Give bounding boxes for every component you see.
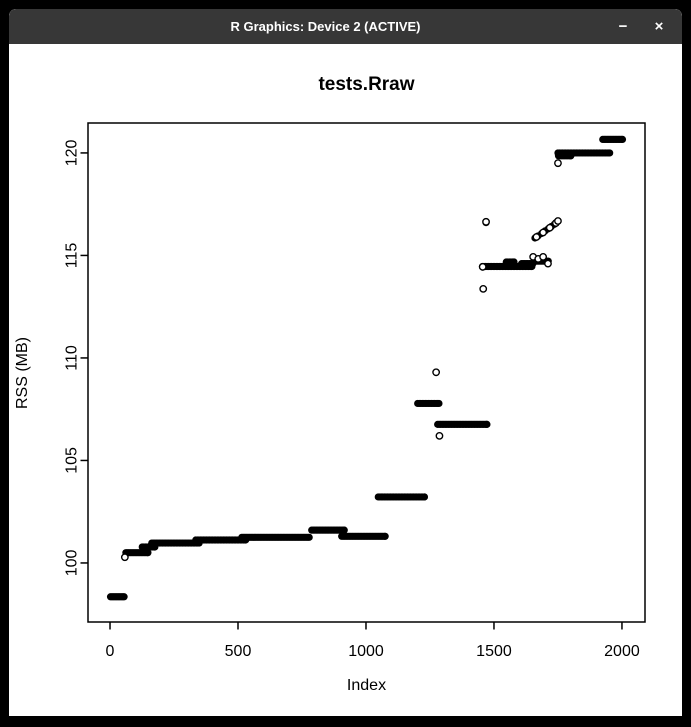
data-point [120,593,128,601]
plot-canvas: tests.Rraw 0 500 1000 1500 2000 100 105 110 115 1… [9,44,682,716]
r-graphics-window: R Graphics: Device 2 (ACTIVE) − × tests.… [9,9,682,716]
y-tick-label: 115 [64,243,81,269]
data-point-open [435,431,444,440]
data-point [618,135,627,144]
y-axis-label: RSS (MB) [14,337,31,409]
minimize-icon: − [618,18,628,35]
window-title: R Graphics: Device 2 (ACTIVE) [230,19,421,34]
data-point-open [120,553,129,562]
scatter-plot: 0 500 1000 1500 2000 100 105 110 115 120 [64,122,646,660]
window-titlebar[interactable]: R Graphics: Device 2 (ACTIVE) − × [9,9,682,44]
plot-box [87,122,646,623]
data-point-open [482,217,490,226]
data-point-open [544,259,552,268]
data-point-open [545,223,554,232]
window-controls: − × [612,9,670,44]
plot-title: tests.Rraw [318,74,415,95]
x-tick-label: 1500 [476,643,512,660]
close-button[interactable]: × [648,16,670,38]
data-point-open [539,228,548,237]
data-point [606,149,614,157]
y-tick-label: 100 [64,550,81,577]
data-point-open [478,263,487,271]
x-tick-label: 2000 [604,643,640,660]
data-point-open [554,217,562,225]
data-point [340,526,348,534]
close-icon: × [654,18,664,35]
data-point [305,533,313,541]
data-point [144,549,152,557]
data-point [510,258,518,266]
data-point-open [539,252,548,261]
x-axis-label: Index [346,677,387,694]
data-point [420,493,428,501]
y-tick-label: 105 [64,447,81,474]
data-point-open [532,233,541,241]
data-point-open [554,159,562,168]
y-tick-label: 110 [64,345,81,371]
y-tick-label: 120 [64,139,81,166]
data-point [381,532,389,540]
x-tick-label: 0 [106,643,115,660]
data-point-open [479,284,488,293]
data-point-open [432,368,441,377]
x-tick-label: 500 [225,643,252,660]
x-tick-label: 1000 [348,643,384,660]
data-point [435,399,443,408]
minimize-button[interactable]: − [612,16,634,38]
data-point [483,420,491,428]
